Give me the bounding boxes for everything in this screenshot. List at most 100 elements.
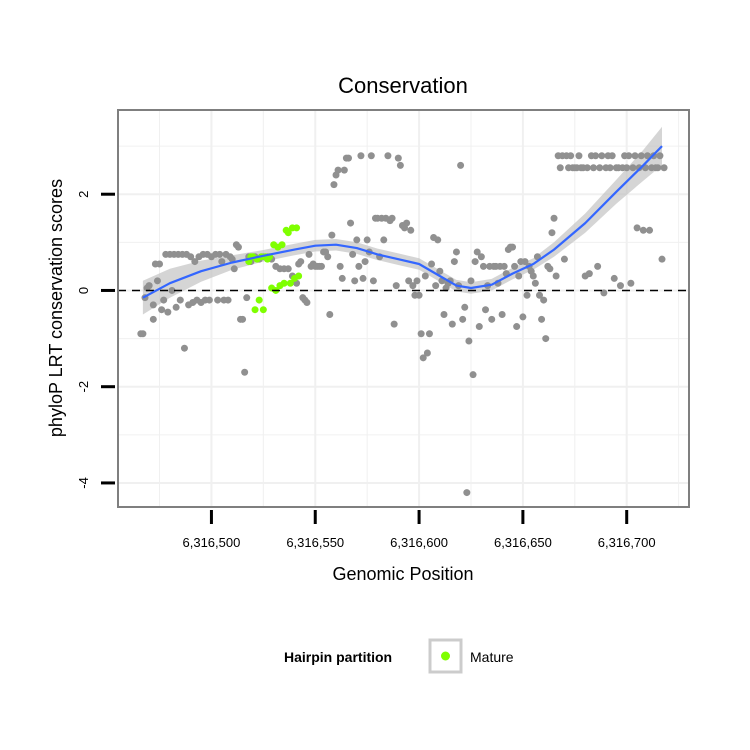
data-point	[214, 296, 222, 304]
data-point	[629, 164, 637, 172]
data-point	[405, 277, 413, 285]
data-point	[172, 303, 180, 311]
data-point	[488, 315, 496, 323]
data-point	[297, 258, 305, 266]
data-point	[654, 164, 662, 172]
data-point	[515, 272, 523, 280]
data-point	[305, 250, 313, 258]
chart-title: Conservation	[338, 73, 468, 98]
data-point	[361, 258, 369, 266]
data-point	[338, 274, 346, 282]
y-tick-label: -2	[76, 381, 91, 393]
data-point	[326, 311, 334, 319]
data-point	[598, 152, 606, 160]
mature-data-point	[295, 272, 303, 280]
data-point	[556, 164, 564, 172]
data-point	[467, 277, 475, 285]
mature-data-point	[284, 229, 292, 237]
data-point	[631, 152, 639, 160]
data-point	[180, 344, 188, 352]
data-point	[394, 154, 402, 162]
data-point	[415, 291, 423, 299]
smooth-trend-line	[142, 145, 663, 299]
y-tick-label: -4	[76, 477, 91, 489]
data-point	[625, 152, 633, 160]
data-point	[139, 330, 147, 338]
data-point	[469, 371, 477, 379]
data-point	[367, 152, 375, 160]
data-point	[396, 161, 404, 169]
data-point	[145, 282, 153, 290]
data-point	[658, 255, 666, 263]
data-point	[536, 291, 544, 299]
x-tick-label: 6,316,650	[494, 535, 552, 550]
data-point	[392, 282, 400, 290]
data-point	[656, 152, 664, 160]
mature-data-point	[259, 306, 267, 314]
data-point	[538, 315, 546, 323]
x-tick-label: 6,316,700	[598, 535, 656, 550]
mature-data-point	[286, 279, 294, 287]
data-point	[529, 272, 537, 280]
data-point	[509, 243, 517, 251]
legend-label-mature: Mature	[470, 649, 514, 665]
data-point	[452, 248, 460, 256]
data-point	[417, 330, 425, 338]
legend-title: Hairpin partition	[284, 649, 392, 665]
data-point	[608, 152, 616, 160]
data-point	[176, 296, 184, 304]
data-point	[531, 279, 539, 287]
data-point	[328, 231, 336, 239]
data-point	[205, 296, 213, 304]
data-point	[191, 258, 199, 266]
data-point	[542, 335, 550, 343]
data-point	[164, 308, 172, 316]
data-point	[340, 166, 348, 174]
mature-points-layer	[245, 224, 303, 314]
legend-key-mature	[441, 651, 450, 661]
x-axis-title: Genomic Position	[332, 564, 473, 584]
data-point	[592, 152, 600, 160]
grid-lines	[118, 110, 689, 507]
data-point	[477, 253, 485, 261]
data-point	[369, 277, 377, 285]
data-point	[317, 262, 325, 270]
data-point	[380, 236, 388, 244]
plot-background	[118, 110, 689, 507]
data-point	[353, 236, 361, 244]
mature-data-point	[255, 296, 263, 304]
data-point	[239, 315, 247, 323]
x-tick-label: 6,316,550	[286, 535, 344, 550]
data-point	[149, 301, 157, 309]
data-point	[511, 262, 519, 270]
data-point	[521, 258, 529, 266]
data-point	[457, 161, 465, 169]
data-point	[407, 226, 415, 234]
data-point	[465, 337, 473, 345]
data-point	[463, 489, 471, 497]
data-point	[218, 258, 226, 266]
data-point	[403, 219, 411, 227]
data-point	[533, 253, 541, 261]
data-point	[388, 214, 396, 222]
x-tick-label: 6,316,500	[183, 535, 241, 550]
data-point	[643, 152, 651, 160]
data-point	[436, 267, 444, 275]
data-point	[440, 311, 448, 319]
data-point	[347, 219, 355, 227]
smooth-line-layer	[142, 145, 663, 299]
data-point	[560, 255, 568, 263]
data-point	[523, 291, 531, 299]
data-point	[216, 250, 224, 258]
data-point	[627, 279, 635, 287]
data-point	[149, 315, 157, 323]
data-point	[546, 265, 554, 273]
mature-data-point	[251, 306, 259, 314]
data-point	[540, 296, 548, 304]
data-point	[363, 236, 371, 244]
data-point	[357, 152, 365, 160]
data-point	[413, 277, 421, 285]
data-point	[344, 154, 352, 162]
mature-data-point	[278, 241, 286, 249]
